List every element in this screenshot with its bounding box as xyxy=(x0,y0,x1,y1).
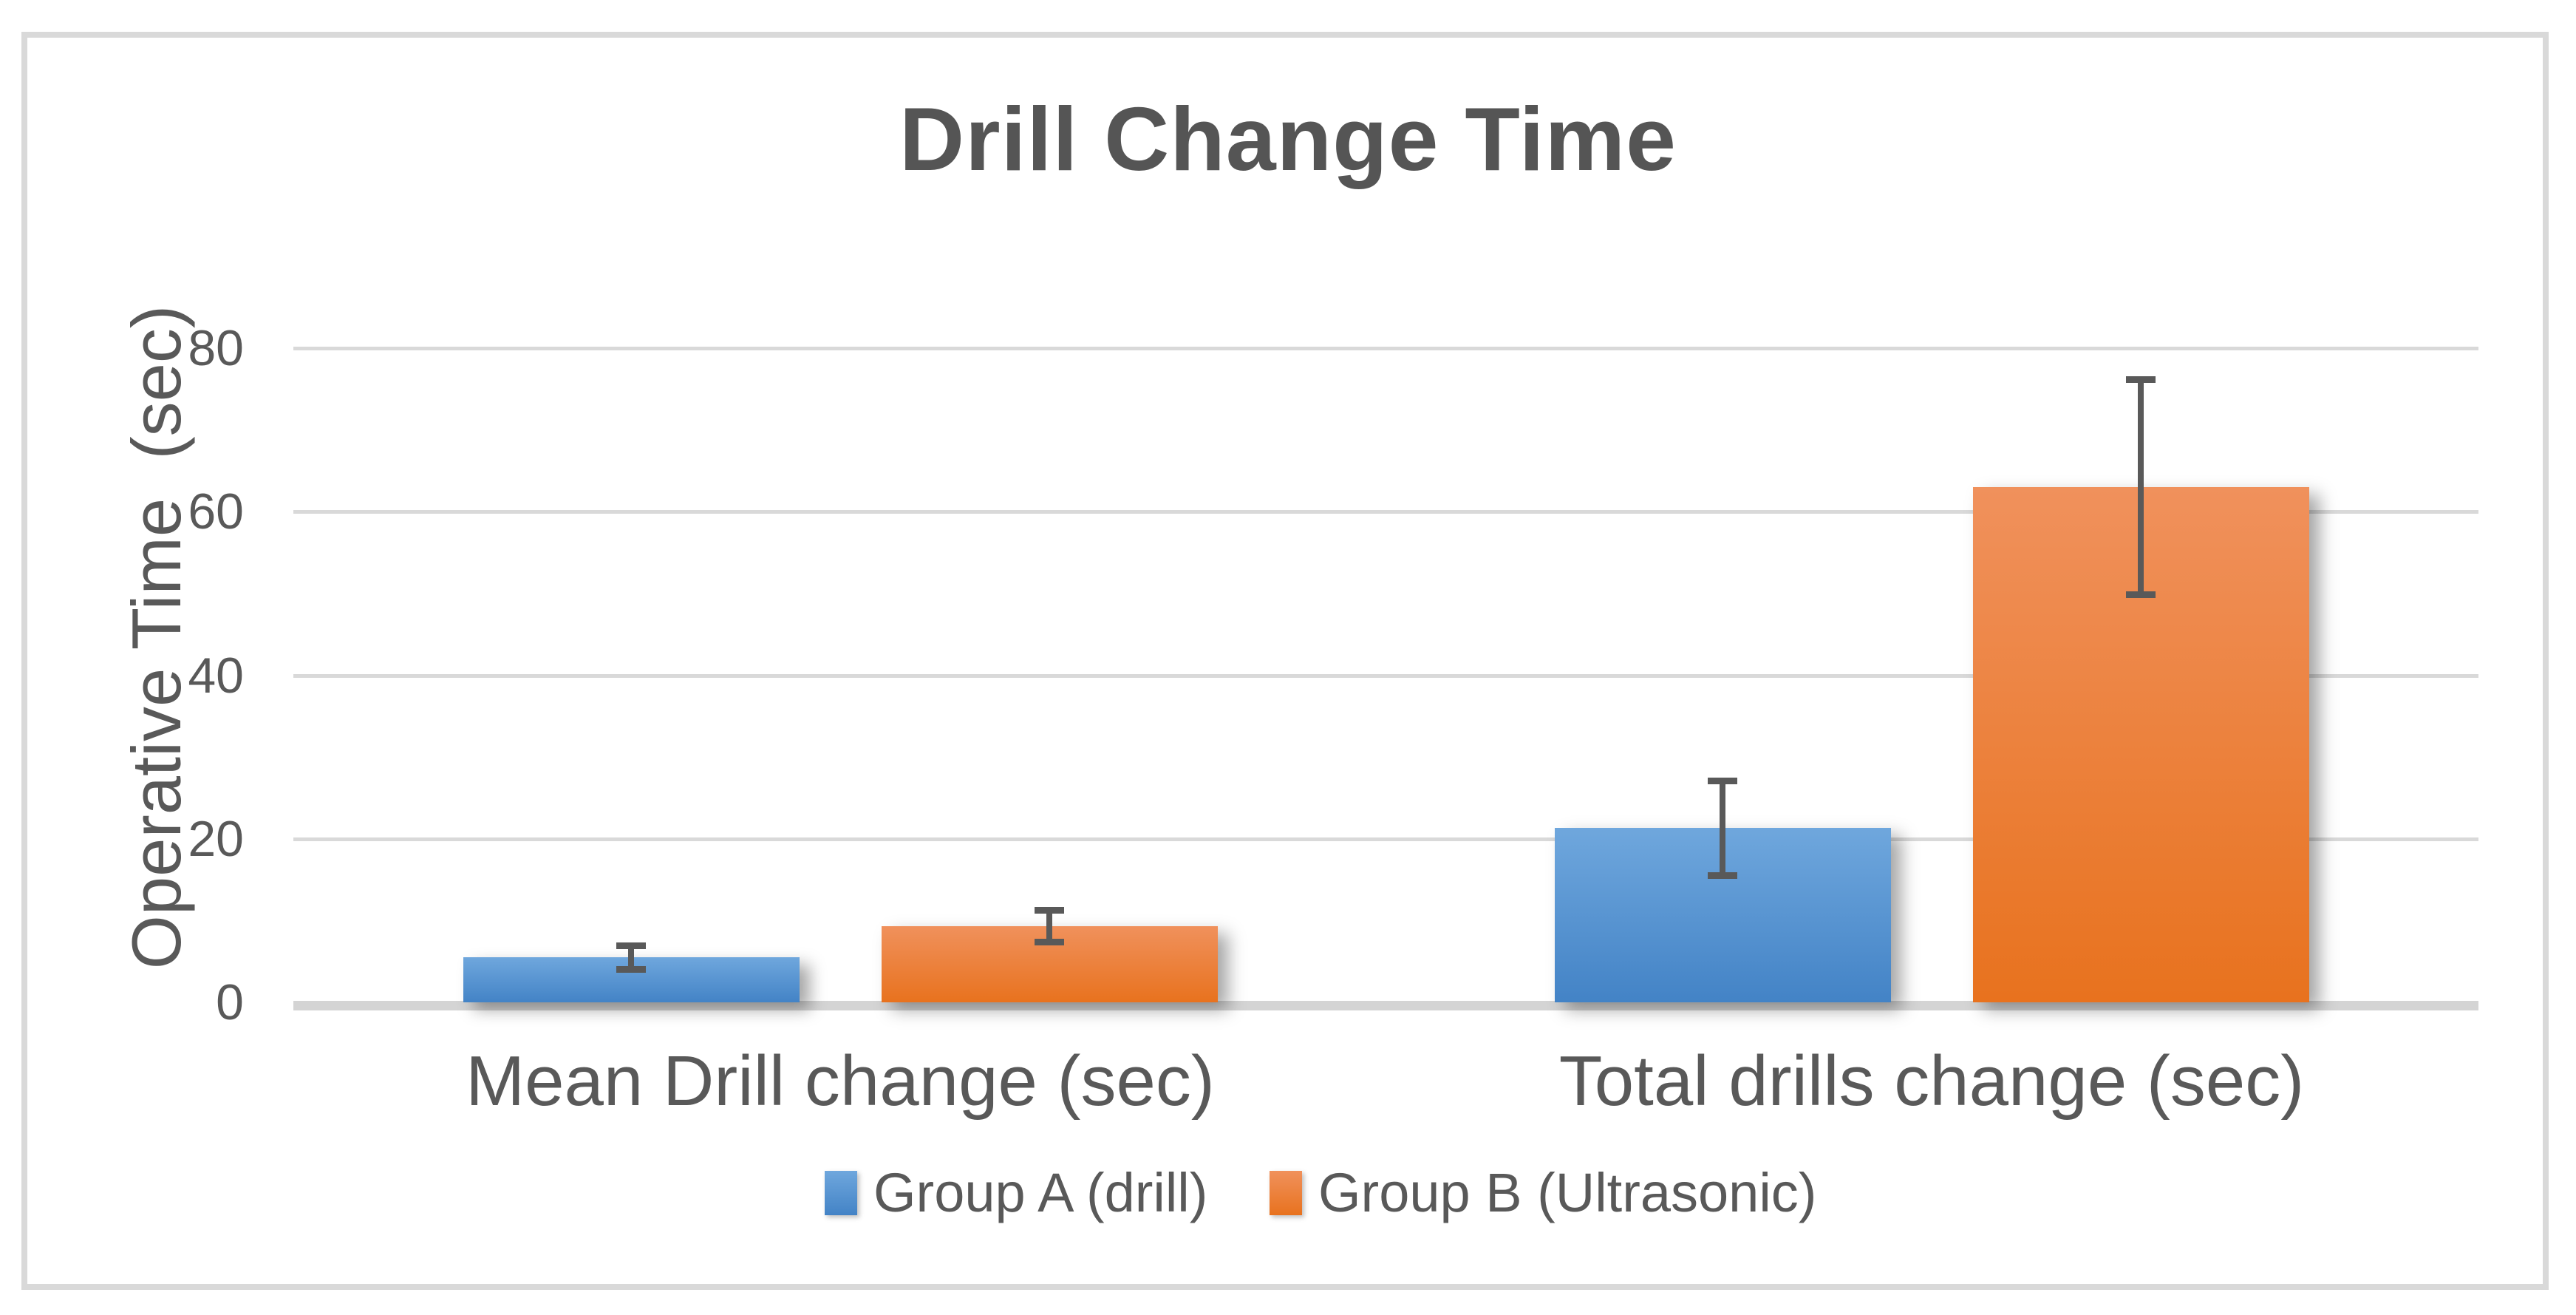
error-bar-cap-top xyxy=(1708,778,1737,785)
error-bar xyxy=(1720,781,1725,876)
error-bar xyxy=(628,945,634,970)
legend-label: Group B (Ultrasonic) xyxy=(1318,1162,1817,1223)
legend-label: Group A (drill) xyxy=(873,1162,1208,1223)
y-tick-label: 0 xyxy=(216,974,244,1030)
y-tick-label: 80 xyxy=(188,320,244,377)
error-bar xyxy=(2138,379,2144,596)
y-gridline xyxy=(293,347,2478,351)
y-tick-label: 60 xyxy=(188,483,244,540)
error-bar-cap-bottom xyxy=(1035,939,1064,946)
y-gridline xyxy=(293,510,2478,514)
chart-title: Drill Change Time xyxy=(899,89,1677,189)
legend-swatch-group-b xyxy=(1270,1171,1302,1215)
legend-swatch-group-a xyxy=(825,1171,857,1215)
legend-item: Group B (Ultrasonic) xyxy=(1270,1162,1817,1223)
y-tick-label: 40 xyxy=(188,647,244,704)
y-gridline xyxy=(293,673,2478,678)
y-tick-label: 20 xyxy=(188,810,244,867)
x-category-label: Total drills change (sec) xyxy=(1558,1042,2305,1121)
legend-item: Group A (drill) xyxy=(825,1162,1208,1223)
error-bar xyxy=(1046,910,1052,943)
error-bar-cap-top xyxy=(2126,376,2156,384)
x-category-label: Mean Drill change (sec) xyxy=(466,1042,1215,1121)
error-bar-cap-top xyxy=(616,942,646,949)
x-axis-line xyxy=(293,1001,2478,1010)
y-gridline xyxy=(293,837,2478,841)
y-axis-title: Operative Time (sec) xyxy=(117,305,195,970)
error-bar-cap-bottom xyxy=(2126,591,2156,599)
error-bar-cap-bottom xyxy=(1708,871,1737,879)
error-bar-cap-top xyxy=(1035,907,1064,914)
error-bar-cap-bottom xyxy=(616,965,646,973)
